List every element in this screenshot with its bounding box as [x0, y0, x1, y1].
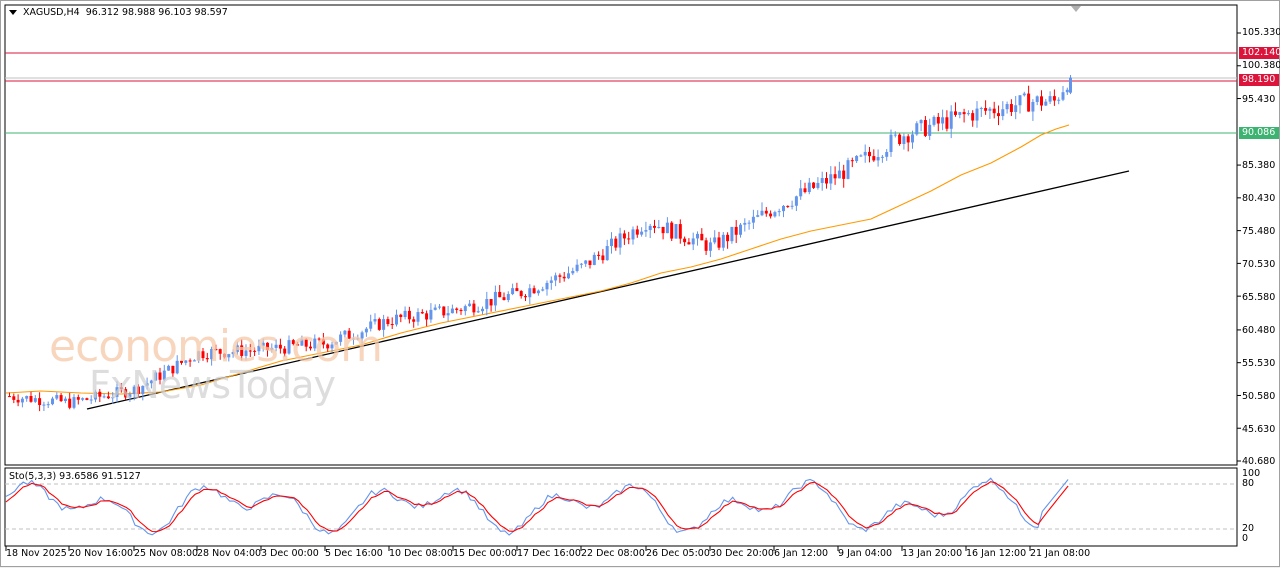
resistance-tag-102: 102.140 [1239, 47, 1280, 59]
sto-tick-20: 20 [1242, 523, 1255, 534]
symbol-ohlc-text: XAGUSD,H4 96.312 98.988 96.103 98.597 [23, 7, 228, 18]
time-label: 22 Dec 08:00 [581, 548, 645, 559]
time-label: 5 Dec 16:00 [325, 548, 383, 559]
sto-tick-0: 0 [1242, 533, 1249, 544]
time-label: 25 Nov 08:00 [134, 548, 199, 559]
time-label: 20 Nov 16:00 [69, 548, 134, 559]
price-tick: 100.380 [1242, 60, 1280, 71]
ascending-trendline [86, 170, 1130, 410]
time-label: 18 Nov 2025 [6, 548, 67, 559]
time-label: 26 Dec 05:00 [646, 548, 710, 559]
time-label: 6 Jan 12:00 [774, 548, 829, 559]
price-tick: 70.530 [1242, 259, 1276, 270]
time-label: 16 Jan 12:00 [966, 548, 1027, 559]
price-tick: 85.380 [1242, 160, 1276, 171]
chart-shift-marker-icon[interactable] [1071, 6, 1081, 12]
price-tick: 75.480 [1242, 226, 1276, 237]
time-label: 10 Dec 08:00 [389, 548, 453, 559]
price-tick: 80.430 [1242, 193, 1276, 204]
time-label: 13 Jan 20:00 [902, 548, 963, 559]
price-tick: 60.480 [1242, 325, 1276, 336]
symbol-header: XAGUSD,H4 96.312 98.988 96.103 98.597 [9, 7, 228, 18]
stochastic-main-line [5, 477, 1069, 536]
price-tick: 50.580 [1242, 391, 1276, 402]
price-tick: 65.580 [1242, 292, 1276, 303]
dropdown-triangle-icon[interactable] [9, 10, 17, 15]
sto-tick-100: 100 [1242, 468, 1261, 479]
time-label: 30 Dec 20:00 [710, 548, 774, 559]
time-label: 3 Dec 00:00 [261, 548, 319, 559]
price-tick: 45.630 [1242, 424, 1276, 435]
moving-average-line [5, 124, 1070, 395]
resistance-tag-98: 98.190 [1239, 74, 1279, 86]
time-label: 9 Jan 04:00 [838, 548, 893, 559]
time-label: 28 Nov 04:00 [197, 548, 262, 559]
price-tick: 55.530 [1242, 358, 1276, 369]
stochastic-signal-line [5, 481, 1069, 533]
time-label: 17 Dec 16:00 [517, 548, 581, 559]
price-tick: 40.680 [1242, 456, 1276, 467]
watermark-fxnewstoday: FxNewsToday [89, 363, 336, 407]
time-label: 15 Dec 00:00 [453, 548, 517, 559]
stochastic-label: Sto(5,3,3) 93.6586 91.5127 [9, 471, 141, 482]
time-label: 21 Jan 08:00 [1030, 548, 1091, 559]
watermark-economies: economies.com [49, 321, 383, 372]
support-tag-90: 90.086 [1239, 127, 1279, 139]
price-tick: 95.430 [1242, 94, 1276, 105]
price-tick: 105.330 [1242, 27, 1280, 38]
sto-tick-80: 80 [1242, 478, 1255, 489]
